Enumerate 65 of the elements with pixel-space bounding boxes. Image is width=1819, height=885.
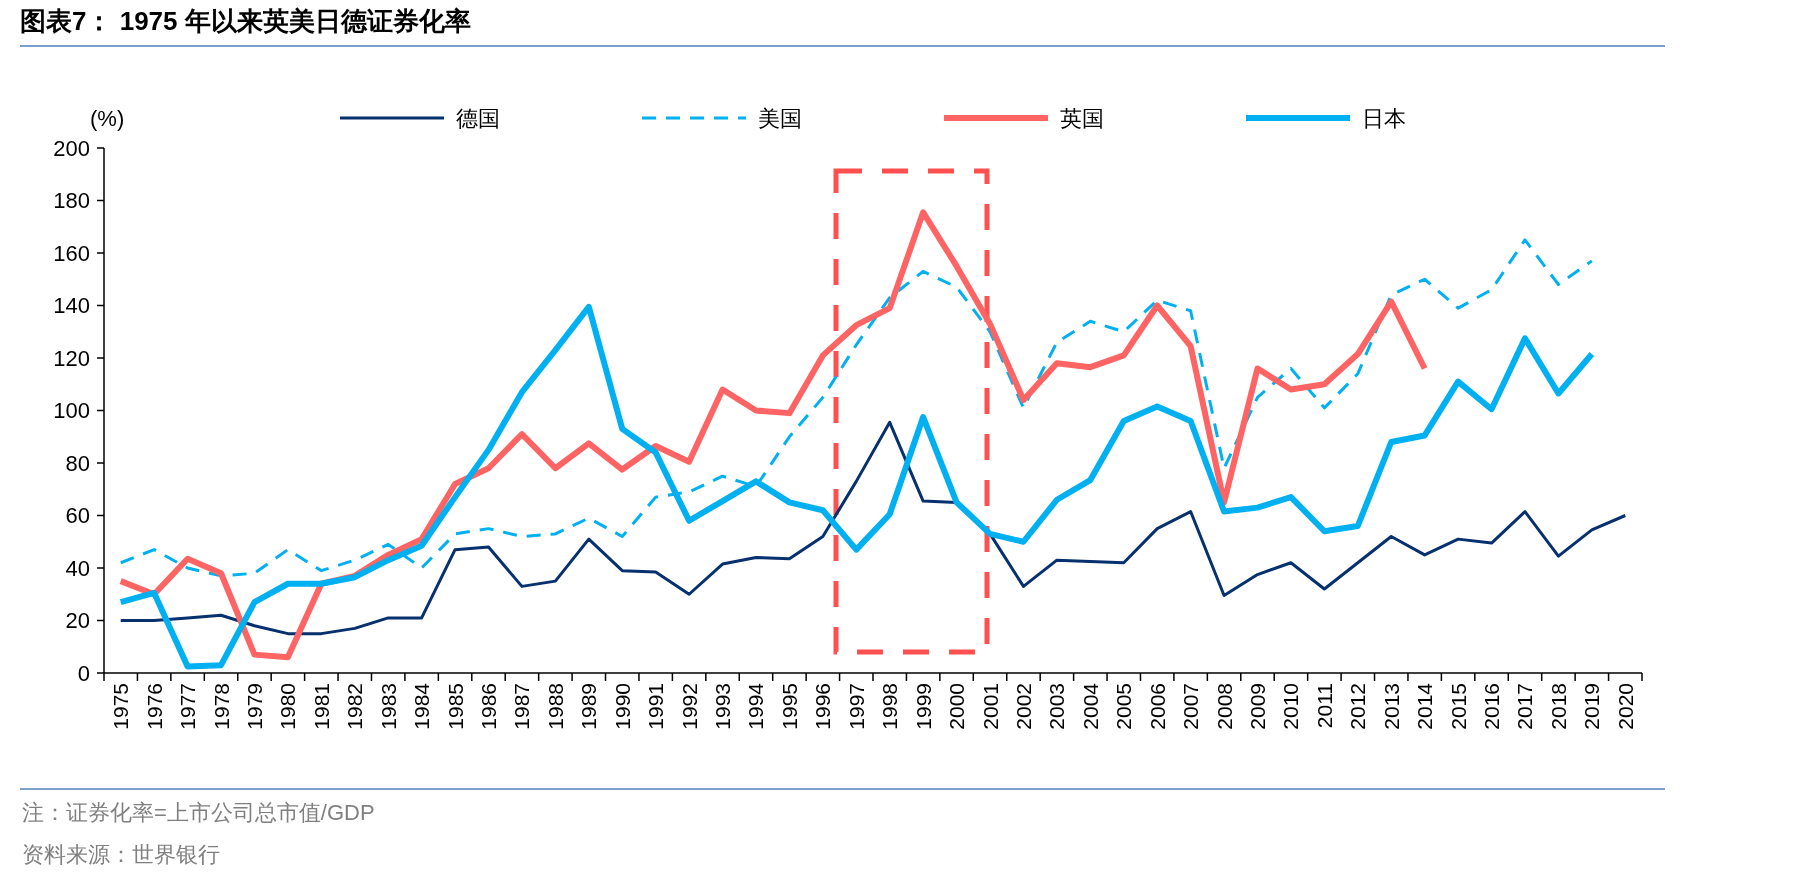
x-tick-label: 1987 (510, 683, 534, 730)
chart-title: 图表7： 1975 年以来英美日德证券化率 (20, 6, 471, 36)
x-tick-label: 1991 (644, 683, 668, 730)
y-tick-label: 20 (65, 608, 90, 633)
x-tick-label: 2012 (1346, 683, 1370, 730)
x-tick-label: 1977 (176, 683, 200, 730)
x-tick-label: 2020 (1613, 683, 1637, 730)
y-tick-label: 60 (65, 503, 90, 528)
x-tick-label: 1982 (343, 683, 367, 730)
y-tick-label: 0 (77, 660, 90, 686)
x-tick-label: 1981 (309, 683, 333, 730)
x-tick-label: 2003 (1045, 683, 1069, 730)
x-tick-label: 1985 (443, 683, 467, 730)
x-tick-label: 1986 (477, 683, 500, 730)
x-tick-label: 1997 (844, 683, 868, 730)
x-tick-label: 1993 (711, 683, 735, 730)
x-tick-label: 2019 (1580, 683, 1604, 730)
y-tick-label: 180 (53, 188, 90, 213)
x-tick-label: 2001 (978, 683, 1002, 730)
legend-label: 英国 (1060, 105, 1104, 131)
x-tick-label: 1978 (209, 683, 233, 730)
x-tick-label: 1984 (410, 682, 434, 730)
x-tick-label: 2002 (1011, 683, 1035, 730)
x-tick-label: 2011 (1312, 683, 1336, 729)
y-tick-label: 200 (53, 135, 90, 161)
x-tick-label: 1992 (677, 683, 701, 730)
x-tick-label: 2017 (1513, 683, 1537, 730)
x-tick-label: 1976 (142, 683, 166, 730)
x-tick-label: 1989 (577, 683, 601, 730)
x-tick-label: 1983 (376, 683, 400, 730)
x-tick-label: 1988 (543, 683, 567, 730)
x-tick-label: 2015 (1446, 683, 1470, 730)
x-tick-label: 2007 (1179, 683, 1203, 730)
text: 注：证券化率=上市公司总市值/GDP (22, 800, 375, 825)
x-tick-label: 1979 (242, 683, 266, 730)
x-tick-label: 2018 (1546, 683, 1570, 730)
y-tick-label: 160 (53, 240, 90, 266)
x-tick-label: 1995 (777, 683, 801, 730)
y-tick-label: 140 (53, 293, 90, 318)
legend-label: 日本 (1362, 105, 1406, 131)
y-axis-title: (%) (90, 106, 125, 131)
x-tick-label: 1980 (276, 683, 300, 730)
x-tick-label: 2013 (1379, 683, 1403, 730)
x-tick-label: 1990 (610, 683, 634, 730)
x-tick-label: 2009 (1246, 683, 1269, 730)
x-tick-label: 2004 (1078, 682, 1102, 730)
y-tick-label: 120 (53, 345, 90, 371)
x-tick-label: 1999 (911, 683, 935, 730)
x-tick-label: 1994 (744, 682, 768, 730)
x-tick-label: 1998 (878, 683, 902, 730)
y-tick-label: 100 (53, 398, 90, 423)
x-tick-label: 2006 (1145, 683, 1169, 730)
x-tick-label: 2008 (1212, 683, 1236, 730)
x-tick-label: 2005 (1112, 683, 1136, 730)
x-tick-label: 1975 (109, 683, 133, 730)
x-tick-label: 2016 (1480, 683, 1504, 730)
y-tick-label: 80 (65, 450, 90, 476)
legend-label: 德国 (456, 105, 500, 131)
x-tick-label: 1996 (811, 683, 835, 730)
text: 资料来源：世界银行 (22, 842, 220, 867)
x-tick-label: 2014 (1413, 682, 1437, 730)
x-tick-label: 2000 (945, 683, 969, 730)
legend-label: 美国 (758, 105, 802, 131)
y-tick-label: 40 (65, 555, 90, 581)
x-tick-label: 2010 (1279, 683, 1303, 730)
